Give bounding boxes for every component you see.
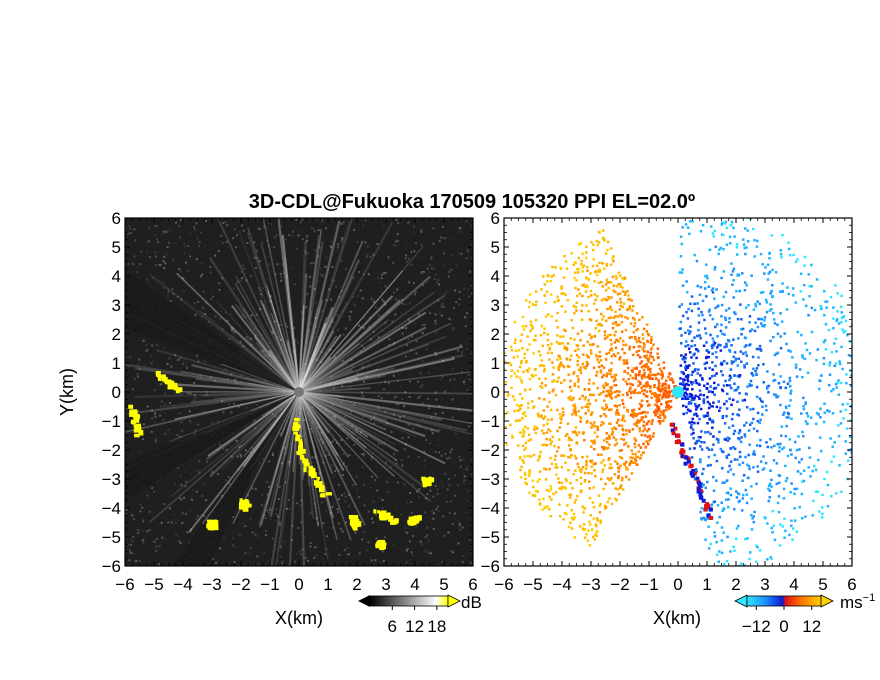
vel-y-tick-label: −4 — [481, 499, 500, 518]
vel-y-tick-label: 5 — [491, 238, 500, 257]
vel-x-tick-label: −6 — [494, 575, 513, 594]
chart-title: 3D-CDL@Fukuoka 170509 105320 PPI EL=02.0… — [249, 191, 695, 213]
vel-y-tick-label: −2 — [481, 441, 500, 460]
refl-y-tick-label: 0 — [112, 383, 121, 402]
refl-y-tick-label: −6 — [102, 557, 121, 576]
refl-x-tick-label: 4 — [410, 575, 419, 594]
refl-y-tick-label: 6 — [112, 209, 121, 228]
reflectivity-colorbar: dB 6 12 18 — [358, 593, 482, 636]
refl-y-tick-label: 3 — [112, 296, 121, 315]
refl-y-tick-label: −5 — [102, 528, 121, 547]
vel-x-tick-label: −4 — [552, 575, 571, 594]
refl-x-tick-label: 0 — [294, 575, 303, 594]
refl-x-tick-label: 6 — [468, 575, 477, 594]
vel-x-tick-label: −5 — [523, 575, 542, 594]
refl-y-tick-label: 1 — [112, 354, 121, 373]
refl-y-tick-label: −3 — [102, 470, 121, 489]
refl-x-tick-label: −3 — [202, 575, 221, 594]
refl-x-tick-label: −1 — [260, 575, 279, 594]
refl-y-tick-label: 2 — [112, 325, 121, 344]
vel-x-tick-label: 3 — [760, 575, 769, 594]
vel-x-tick-label: 1 — [702, 575, 711, 594]
x-axis-label-left: X(km) — [275, 608, 323, 628]
vel-colorbar-tick: 0 — [779, 617, 788, 636]
vel-x-tick-label: −2 — [610, 575, 629, 594]
refl-x-tick-label: −2 — [231, 575, 250, 594]
vel-x-tick-label: −1 — [639, 575, 658, 594]
vel-y-tick-label: 2 — [491, 325, 500, 344]
vel-colorbar-tick: 12 — [802, 617, 821, 636]
colorbar-unit-ms: ms−1 — [840, 592, 875, 612]
vel-x-tick-label: 2 — [731, 575, 740, 594]
colorbar-unit-db: dB — [461, 593, 482, 612]
vel-x-tick-label: 4 — [789, 575, 798, 594]
vel-y-tick-label: −5 — [481, 528, 500, 547]
vel-y-tick-label: −3 — [481, 470, 500, 489]
vel-y-tick-label: 0 — [491, 383, 500, 402]
vel-y-tick-label: −6 — [481, 557, 500, 576]
refl-y-tick-label: 5 — [112, 238, 121, 257]
velocity-field — [504, 218, 852, 566]
vel-y-tick-label: 4 — [491, 267, 500, 286]
y-axis-label: Y(km) — [57, 368, 77, 416]
refl-x-tick-label: 1 — [323, 575, 332, 594]
vel-colorbar-tick: −12 — [742, 617, 771, 636]
velocity-colorbar: ms−1 −12 0 12 — [734, 592, 875, 636]
refl-x-tick-label: −6 — [115, 575, 134, 594]
refl-y-tick-label: −2 — [102, 441, 121, 460]
vel-y-tick-label: −1 — [481, 412, 500, 431]
vel-x-tick-label: 6 — [847, 575, 856, 594]
reflectivity-field — [125, 218, 473, 566]
refl-x-tick-label: −4 — [173, 575, 192, 594]
vel-y-tick-label: 1 — [491, 354, 500, 373]
refl-x-tick-label: 5 — [439, 575, 448, 594]
refl-x-tick-label: −5 — [144, 575, 163, 594]
vel-y-tick-label: 6 — [491, 209, 500, 228]
vel-x-tick-label: 5 — [818, 575, 827, 594]
refl-x-tick-label: 2 — [352, 575, 361, 594]
refl-colorbar-tick: 18 — [427, 617, 446, 636]
refl-y-tick-label: 4 — [112, 267, 121, 286]
refl-y-tick-label: −4 — [102, 499, 121, 518]
refl-colorbar-tick: 6 — [388, 617, 397, 636]
refl-x-tick-label: 3 — [381, 575, 390, 594]
vel-x-tick-label: 0 — [673, 575, 682, 594]
vel-y-tick-label: 3 — [491, 296, 500, 315]
refl-y-tick-label: −1 — [102, 412, 121, 431]
refl-colorbar-tick: 12 — [405, 617, 424, 636]
vel-x-tick-label: −3 — [581, 575, 600, 594]
x-axis-label-right: X(km) — [653, 608, 701, 628]
